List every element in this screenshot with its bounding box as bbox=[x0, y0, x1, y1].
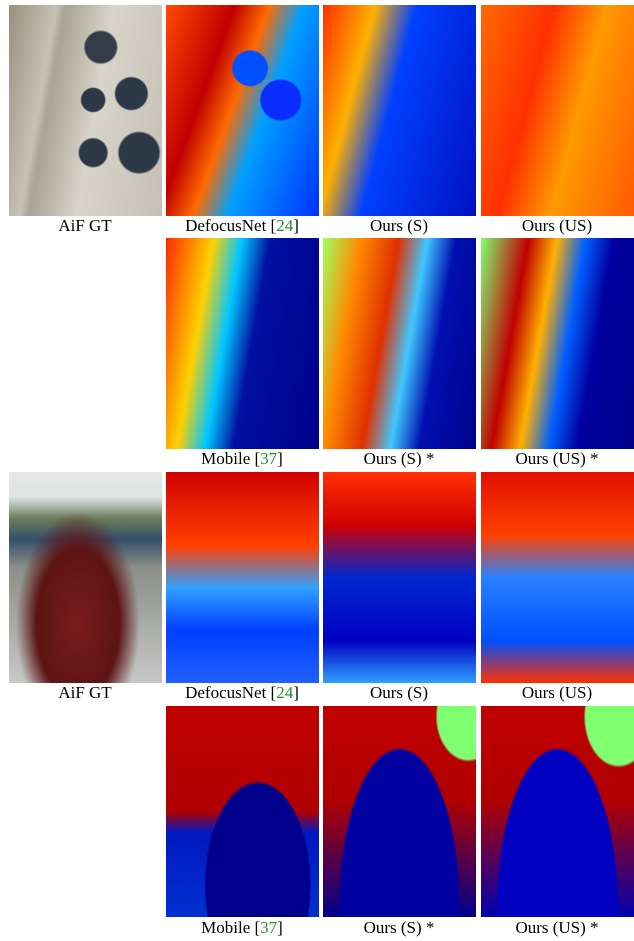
depth-map bbox=[481, 706, 634, 917]
caption: Ours (S) * bbox=[319, 449, 479, 469]
caption: Mobile [37] bbox=[162, 449, 322, 469]
depth-map bbox=[166, 472, 319, 683]
caption-text: Mobile [ bbox=[201, 918, 261, 937]
caption-text: Ours (US) * bbox=[515, 918, 599, 937]
depth-map bbox=[481, 472, 634, 683]
depth-map bbox=[481, 238, 634, 449]
caption: DefocusNet [24] bbox=[162, 216, 322, 236]
caption-text: AiF GT bbox=[58, 683, 112, 702]
caption: Ours (US) * bbox=[477, 918, 634, 938]
caption-text: DefocusNet [ bbox=[185, 683, 277, 702]
caption-text: ] bbox=[293, 683, 299, 702]
caption-text: Ours (US) * bbox=[515, 449, 599, 468]
caption-text: Mobile [ bbox=[201, 449, 261, 468]
caption-text: Ours (S) bbox=[369, 216, 429, 235]
caption-text: Ours (S) * bbox=[363, 449, 435, 468]
caption-text: ] bbox=[277, 918, 283, 937]
aif-image bbox=[9, 5, 162, 216]
citation: 24 bbox=[276, 683, 294, 702]
caption: AiF GT bbox=[5, 216, 165, 236]
caption: Ours (S) bbox=[319, 683, 479, 703]
caption-text: DefocusNet [ bbox=[185, 216, 277, 235]
depth-map bbox=[481, 5, 634, 216]
caption: Ours (S) bbox=[319, 216, 479, 236]
depth-map bbox=[323, 238, 476, 449]
caption-text: ] bbox=[293, 216, 299, 235]
citation: 37 bbox=[260, 449, 278, 468]
caption-text: Ours (S) bbox=[369, 683, 429, 702]
depth-map bbox=[166, 5, 319, 216]
citation: 24 bbox=[276, 216, 294, 235]
caption-text: Ours (S) * bbox=[363, 918, 435, 937]
caption: Ours (S) * bbox=[319, 918, 479, 938]
caption: Ours (US) * bbox=[477, 449, 634, 469]
caption-text: ] bbox=[277, 449, 283, 468]
caption-text: AiF GT bbox=[58, 216, 112, 235]
caption: Ours (US) bbox=[477, 683, 634, 703]
caption: AiF GT bbox=[5, 683, 165, 703]
depth-map bbox=[323, 472, 476, 683]
caption-text: Ours (US) bbox=[521, 683, 593, 702]
citation: 37 bbox=[260, 918, 278, 937]
depth-map bbox=[323, 5, 476, 216]
caption: Mobile [37] bbox=[162, 918, 322, 938]
caption: DefocusNet [24] bbox=[162, 683, 322, 703]
depth-map bbox=[166, 238, 319, 449]
caption-text: Ours (US) bbox=[521, 216, 593, 235]
aif-image bbox=[9, 472, 162, 683]
depth-map bbox=[323, 706, 476, 917]
caption: Ours (US) bbox=[477, 216, 634, 236]
depth-map bbox=[166, 706, 319, 917]
